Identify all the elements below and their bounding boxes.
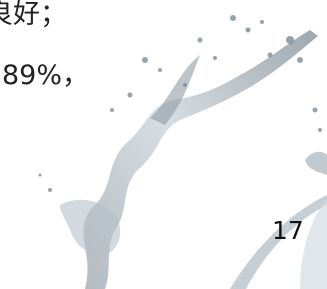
page-number: 17 [272,218,304,243]
slide: 良好； 89%， 17 [0,0,327,289]
water-splash [0,0,327,289]
text-line: 89%， [2,62,89,89]
text-line: 良好； [0,1,67,28]
